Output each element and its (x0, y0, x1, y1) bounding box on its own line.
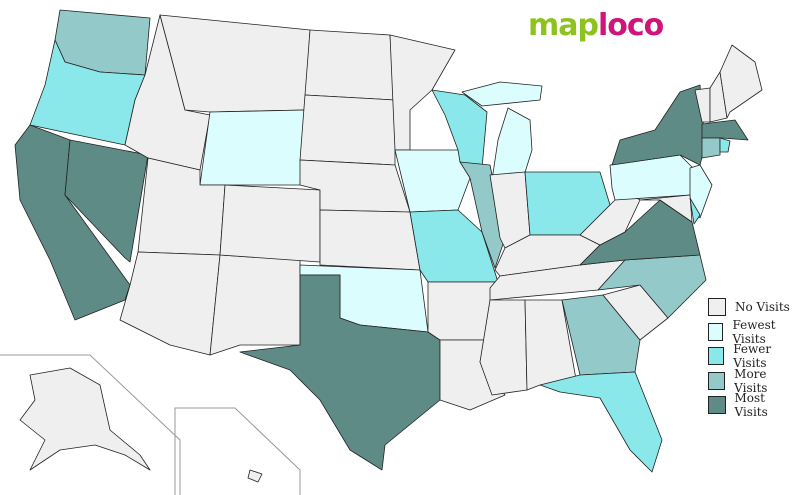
legend-swatch (708, 396, 726, 415)
legend-swatch (708, 322, 724, 341)
state-mi (461, 81, 543, 107)
state-ny (611, 84, 706, 166)
legend-item-most: Most Visits (708, 391, 800, 420)
legend-item-none: No Visits (708, 295, 800, 320)
legend-label: Fewer Visits (733, 342, 772, 371)
hawaii-inset-border (174, 407, 301, 495)
state-ga (561, 294, 641, 376)
state-nv (64, 139, 149, 263)
maploco-logo: maploco (528, 8, 664, 43)
state-co (219, 184, 321, 263)
state-ma (701, 119, 749, 141)
legend-label: Most Visits (734, 391, 768, 420)
state-ak (19, 367, 151, 471)
state-mi (491, 107, 533, 183)
legend-label: More Visits (734, 366, 768, 395)
state-id (124, 14, 211, 171)
state-me (719, 44, 763, 119)
state-ia (394, 149, 471, 213)
legend-swatch (708, 347, 725, 366)
state-sd (299, 94, 396, 166)
state-nm (209, 254, 301, 356)
legend: No Visits Fewest Visits Fewer Visits Mor… (708, 295, 800, 420)
state-de (689, 197, 701, 225)
state-md (639, 194, 693, 223)
state-ri (719, 137, 731, 153)
alaska-inset-border (0, 354, 181, 495)
state-hi (247, 469, 263, 483)
legend-label: No Visits (735, 300, 790, 315)
state-ks (319, 209, 421, 271)
legend-item-fewest: Fewest Visits (708, 317, 800, 346)
state-az (119, 251, 221, 356)
state-nd (304, 29, 396, 101)
state-wy (199, 109, 306, 186)
logo-part-map: map (528, 8, 599, 43)
state-ms (479, 299, 528, 396)
legend-item-fewer: Fewer Visits (708, 342, 800, 371)
state-ct (701, 137, 721, 159)
legend-label: Fewest Visits (732, 317, 776, 346)
state-mt (159, 14, 311, 113)
state-tx (239, 274, 441, 471)
legend-swatch (708, 298, 726, 317)
logo-part-loco: loco (597, 8, 664, 43)
legend-item-more: More Visits (708, 366, 800, 395)
legend-swatch (708, 371, 726, 390)
state-fl (539, 371, 663, 473)
